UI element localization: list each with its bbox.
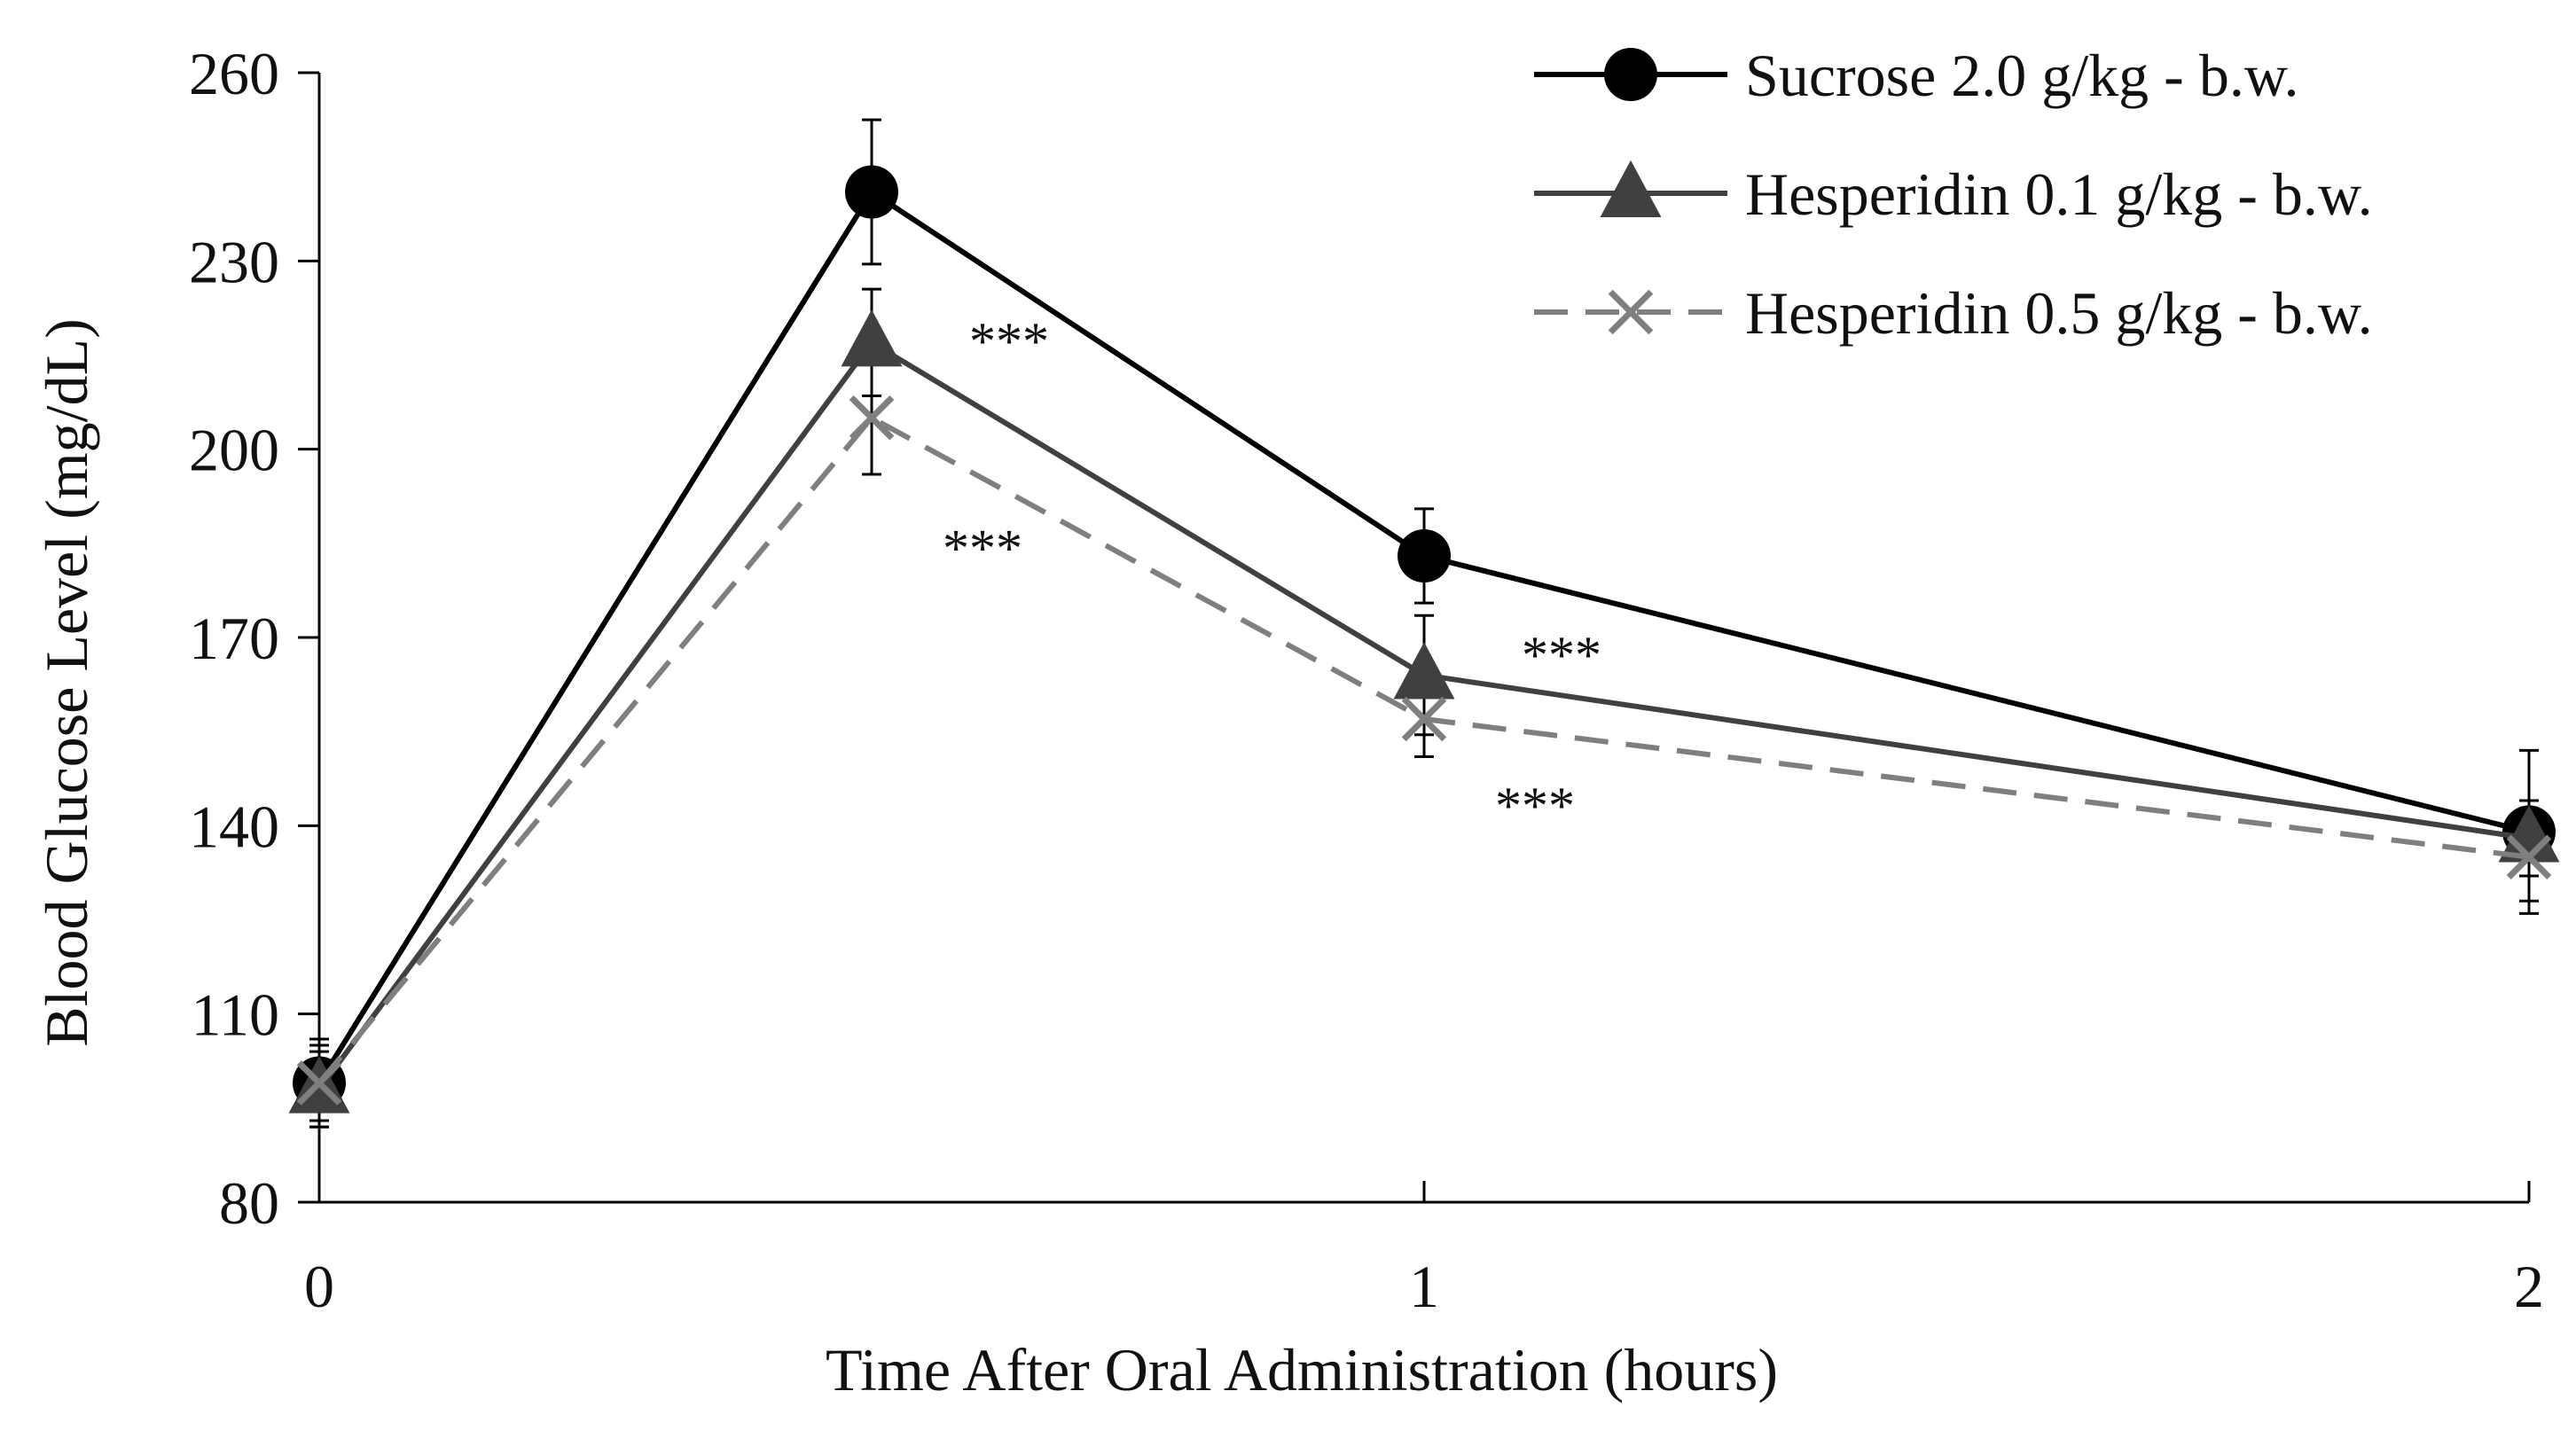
annotations: *** *** *** *** — [943, 312, 1601, 835]
legend-label: Sucrose 2.0 g/kg - b.w. — [1745, 42, 2299, 109]
data-point-stroke — [2506, 834, 2552, 879]
data-point-stroke — [1401, 696, 1447, 742]
data-point-stroke — [296, 1060, 342, 1106]
y-tick-label: 110 — [192, 981, 279, 1049]
data-point — [1398, 528, 1451, 582]
x-tick-label: 2 — [2514, 1253, 2544, 1320]
y-tick-label: 80 — [219, 1169, 279, 1237]
x-tick-label: 0 — [304, 1253, 334, 1320]
legend-item: Sucrose 2.0 g/kg - b.w. — [1534, 42, 2299, 109]
data-point-stroke — [849, 395, 895, 441]
data-point — [845, 165, 898, 219]
data-point — [296, 1060, 342, 1106]
y-tick-label: 260 — [189, 40, 279, 107]
data-point — [1401, 696, 1447, 742]
series-line — [317, 189, 2530, 1085]
x-axis-title: Time After Oral Administration (hours) — [826, 1336, 1778, 1403]
series-3 — [296, 395, 2552, 1106]
legend: Sucrose 2.0 g/kg - b.w. Hesperidin 0.1 g/… — [1534, 42, 2373, 347]
series-line — [317, 415, 2530, 1085]
axes: 80 110 140 170 200 230 260 0 1 2 — [189, 40, 2544, 1320]
significance-label: *** — [969, 312, 1049, 371]
y-tick-label: 230 — [189, 228, 279, 295]
y-axis-title: Blood Glucose Level (mg/dL) — [33, 318, 100, 1046]
series-line — [317, 340, 2530, 1091]
data-point — [849, 395, 895, 441]
legend-label: Hesperidin 0.1 g/kg - b.w. — [1745, 160, 2373, 228]
data-point — [841, 309, 903, 367]
y-tick-label: 140 — [189, 793, 279, 860]
significance-label: *** — [943, 520, 1022, 578]
data-point — [2498, 805, 2560, 863]
error-bars — [309, 118, 2539, 1129]
data-point — [2506, 834, 2552, 879]
data-point-stroke — [1608, 289, 1654, 335]
data-point — [1604, 48, 1657, 101]
x-tick-label: 1 — [1409, 1253, 1439, 1320]
significance-label: *** — [1522, 626, 1601, 684]
data-point — [1600, 160, 1662, 217]
data-point — [1393, 642, 1455, 700]
significance-label: *** — [1495, 777, 1575, 835]
y-tick-label: 170 — [189, 605, 279, 672]
data-point — [1608, 289, 1654, 335]
legend-item: Hesperidin 0.5 g/kg - b.w. — [1534, 279, 2373, 347]
legend-item: Hesperidin 0.1 g/kg - b.w. — [1534, 160, 2373, 228]
y-tick-label: 200 — [189, 417, 279, 484]
legend-label: Hesperidin 0.5 g/kg - b.w. — [1745, 279, 2373, 347]
series-lines — [288, 165, 2560, 1114]
